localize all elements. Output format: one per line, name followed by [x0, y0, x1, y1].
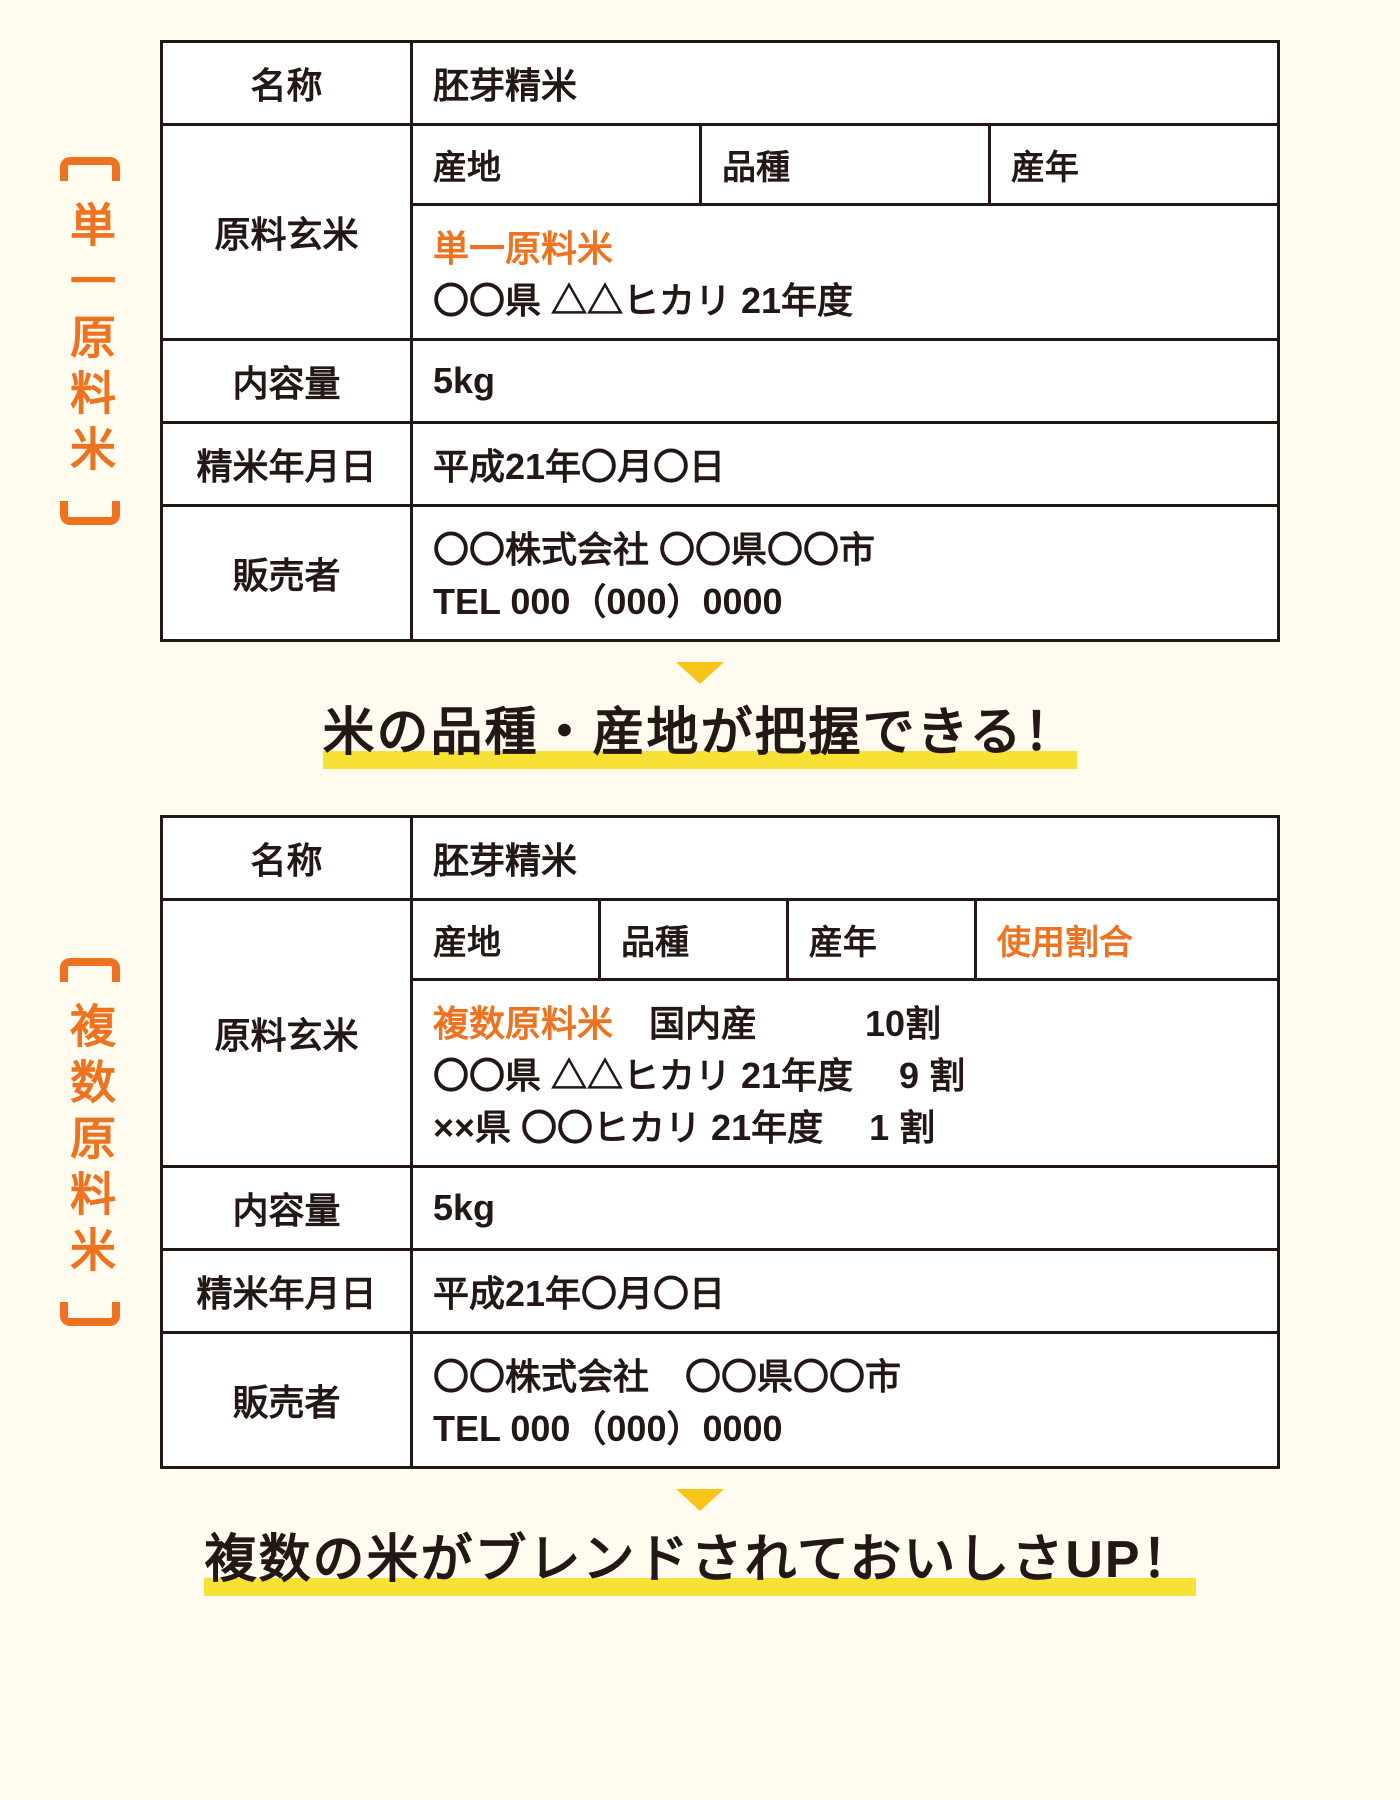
bracket-single: 単一原料米 [50, 157, 130, 525]
cell-subheader: 産年 [989, 125, 1278, 205]
cell-date-label: 精米年月日 [162, 423, 412, 506]
bracket-top-icon [60, 958, 120, 982]
bracket-bottom-icon [60, 1302, 120, 1326]
cell-subheader-extra: 使用割合 [975, 900, 1278, 980]
cell-subheader: 産地 [412, 125, 701, 205]
cell-date-label: 精米年月日 [162, 1250, 412, 1333]
cell-subheader: 品種 [700, 125, 989, 205]
section-multi-origin: 複数原料米 名称 胚芽精米 原料玄米 産地 品種 産年 使用割合 複数原料米 国… [50, 815, 1350, 1469]
raw-highlight: 複数原料米 [433, 1003, 613, 1044]
raw-line1-rest: 国内産 10割 [613, 1003, 941, 1044]
seller-line1: 〇〇株式会社 〇〇県〇〇市 [433, 1356, 901, 1397]
seller-line1: 〇〇株式会社 〇〇県〇〇市 [433, 529, 875, 570]
cell-raw-detail: 単一原料米 〇〇県 △△ヒカリ 21年度 [412, 205, 1279, 340]
table-row: 名称 胚芽精米 [162, 817, 1279, 900]
seller-line2: TEL 000（000）0000 [433, 581, 783, 622]
table-row: 精米年月日 平成21年〇月〇日 [162, 423, 1279, 506]
table-row: 内容量 5kg [162, 1167, 1279, 1250]
raw-line3: ××県 〇〇ヒカリ 21年度 1 割 [433, 1107, 935, 1148]
tagline-text: 米の品種・産地が把握できる！ [323, 704, 1078, 762]
raw-detail-text: 〇〇県 △△ヒカリ 21年度 [433, 280, 853, 321]
table-multi: 名称 胚芽精米 原料玄米 産地 品種 産年 使用割合 複数原料米 国内産 10割… [160, 815, 1280, 1469]
tagline-single: 米の品種・産地が把握できる！ [323, 690, 1078, 765]
cell-subheader: 産地 [412, 900, 600, 980]
cell-seller-value: 〇〇株式会社 〇〇県〇〇市 TEL 000（000）0000 [412, 506, 1279, 641]
cell-subheader: 品種 [599, 900, 787, 980]
bracket-top-icon [60, 157, 120, 181]
arrow-down-icon [676, 662, 724, 684]
table-row: 原料玄米 産地 品種 産年 使用割合 [162, 900, 1279, 980]
cell-name-label: 名称 [162, 42, 412, 125]
table-row: 内容量 5kg [162, 340, 1279, 423]
cell-date-value: 平成21年〇月〇日 [412, 423, 1279, 506]
table-row: 精米年月日 平成21年〇月〇日 [162, 1250, 1279, 1333]
cell-date-value: 平成21年〇月〇日 [412, 1250, 1279, 1333]
tagline-text: 複数の米がブレンドされておいしさUP！ [204, 1531, 1195, 1589]
cell-raw-detail: 複数原料米 国内産 10割 〇〇県 △△ヒカリ 21年度 9 割 ××県 〇〇ヒ… [412, 980, 1279, 1167]
cell-raw-label: 原料玄米 [162, 125, 412, 340]
bracket-label-text: 複数原料米 [57, 982, 123, 1302]
cell-qty-value: 5kg [412, 1167, 1279, 1250]
cell-seller-label: 販売者 [162, 1333, 412, 1468]
table-row: 販売者 〇〇株式会社 〇〇県〇〇市 TEL 000（000）0000 [162, 506, 1279, 641]
raw-highlight: 単一原料米 [433, 228, 613, 269]
table-row: 販売者 〇〇株式会社 〇〇県〇〇市 TEL 000（000）0000 [162, 1333, 1279, 1468]
section-single-origin: 単一原料米 名称 胚芽精米 原料玄米 産地 品種 産年 単一原料米 〇〇県 △△… [50, 40, 1350, 642]
cell-subheader: 産年 [787, 900, 975, 980]
table-row: 名称 胚芽精米 [162, 42, 1279, 125]
tagline-multi: 複数の米がブレンドされておいしさUP！ [204, 1517, 1195, 1592]
cell-qty-label: 内容量 [162, 340, 412, 423]
cell-qty-label: 内容量 [162, 1167, 412, 1250]
table-row: 原料玄米 産地 品種 産年 [162, 125, 1279, 205]
bracket-multi: 複数原料米 [50, 958, 130, 1326]
seller-line2: TEL 000（000）0000 [433, 1408, 783, 1449]
bracket-label-text: 単一原料米 [57, 181, 123, 501]
cell-seller-label: 販売者 [162, 506, 412, 641]
table-single: 名称 胚芽精米 原料玄米 産地 品種 産年 単一原料米 〇〇県 △△ヒカリ 21… [160, 40, 1280, 642]
arrow-down-icon [676, 1489, 724, 1511]
cell-seller-value: 〇〇株式会社 〇〇県〇〇市 TEL 000（000）0000 [412, 1333, 1279, 1468]
cell-name-value: 胚芽精米 [412, 42, 1279, 125]
cell-qty-value: 5kg [412, 340, 1279, 423]
raw-line2: 〇〇県 △△ヒカリ 21年度 9 割 [433, 1055, 965, 1096]
cell-name-label: 名称 [162, 817, 412, 900]
bracket-bottom-icon [60, 501, 120, 525]
cell-raw-label: 原料玄米 [162, 900, 412, 1167]
cell-name-value: 胚芽精米 [412, 817, 1279, 900]
